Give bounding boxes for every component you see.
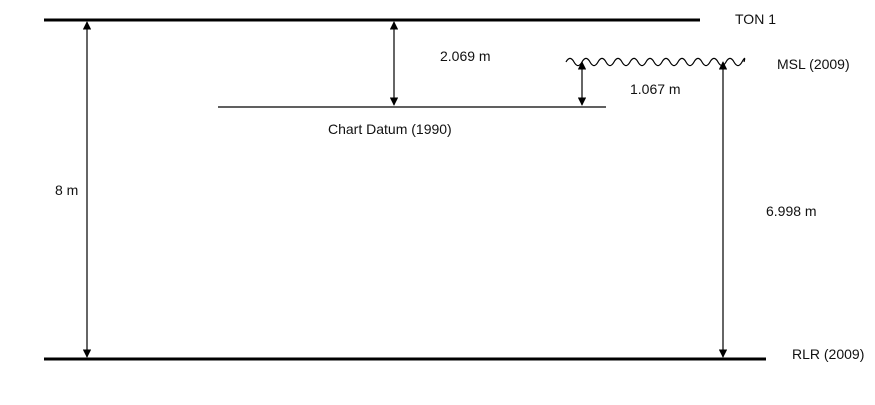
- msl-wave-line: [565, 57, 746, 67]
- ton1-to-chart-datum-value: 2.069 m: [440, 48, 491, 64]
- ton1-to-rlr-value: 8 m: [55, 182, 79, 198]
- ton1-label: TON 1: [735, 11, 776, 27]
- msl-to-rlr-value: 6.998 m: [766, 203, 817, 219]
- msl-label: MSL (2009): [777, 56, 850, 72]
- rlr-label: RLR (2009): [792, 346, 865, 362]
- chart-datum-label: Chart Datum (1990): [328, 121, 452, 137]
- msl-to-chart-datum-value: 1.067 m: [630, 81, 681, 97]
